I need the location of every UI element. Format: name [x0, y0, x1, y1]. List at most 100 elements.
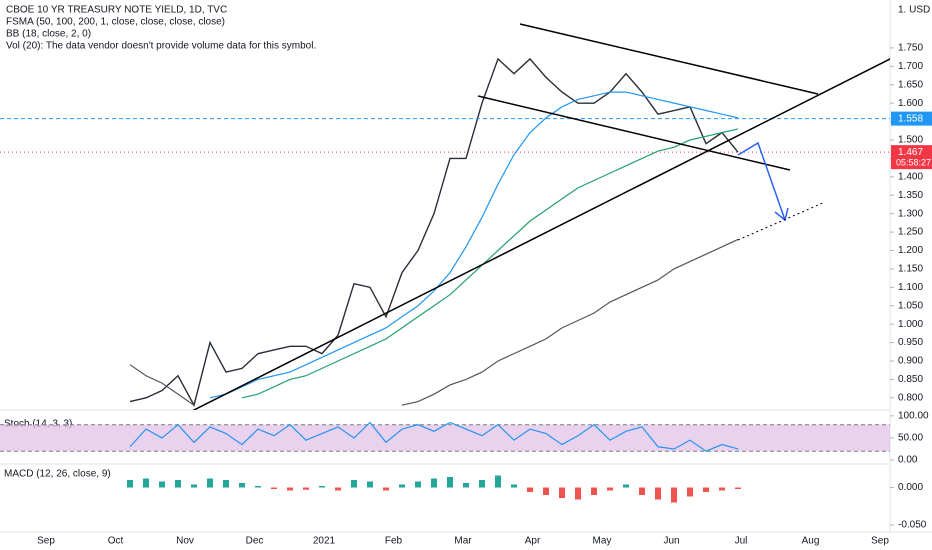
histogram-bar — [143, 478, 149, 488]
histogram-bar — [703, 487, 709, 492]
y-tick-label: 1.750 — [898, 43, 923, 54]
price-badge — [891, 145, 932, 170]
histogram-bar — [159, 481, 165, 488]
histogram-bar — [223, 480, 229, 488]
x-tick-label: Jun — [663, 536, 679, 547]
trend-line — [192, 58, 890, 410]
histogram-bar — [415, 481, 421, 488]
histogram-bar — [639, 487, 645, 495]
histogram-bar — [479, 480, 485, 488]
legend-line: BB (18, close, 2, 0) — [6, 29, 91, 40]
drawings — [192, 23, 890, 410]
histogram-bar — [207, 478, 213, 488]
histogram-bar — [335, 487, 341, 491]
y-tick-label: 0.950 — [898, 337, 923, 348]
histogram-bar — [351, 480, 357, 488]
y-tick-label: 1.200 — [898, 245, 923, 256]
x-tick-label: Apr — [525, 536, 541, 547]
y-tick-label: 100.00 — [898, 410, 929, 421]
histogram-bar — [735, 487, 741, 489]
y-tick-label: 0.800 — [898, 392, 923, 403]
histogram-bar — [303, 487, 309, 490]
y-tick-label: -0.050 — [898, 520, 927, 531]
band — [0, 424, 890, 452]
histogram-bar — [383, 487, 389, 491]
histogram-bar — [399, 484, 405, 488]
legend-line: Vol (20): The data vendor doesn't provid… — [6, 41, 316, 52]
y-tick-label: 0.850 — [898, 374, 923, 385]
y-tick-label: 1.000 — [898, 319, 923, 330]
y-tick-label: 50.00 — [898, 433, 923, 444]
histogram-bar — [671, 487, 677, 503]
x-tick-label: May — [593, 536, 612, 547]
y-tick-label: 1.350 — [898, 190, 923, 201]
legend-line: FSMA (50, 100, 200, 1, close, close, clo… — [6, 17, 225, 28]
unit-label: 1. USD — [898, 5, 930, 16]
y-tick-label: 1.250 — [898, 227, 923, 238]
y-tick-label: 0.000 — [898, 482, 923, 493]
histogram-bar — [527, 487, 533, 492]
histogram-bar — [127, 480, 133, 488]
histogram-bar — [239, 483, 245, 488]
histogram-bar — [319, 486, 325, 488]
x-tick-label: 2021 — [313, 536, 336, 547]
x-tick-label: Mar — [454, 536, 472, 547]
series-line — [241, 128, 739, 399]
x-tick-label: Oct — [108, 536, 124, 547]
y-tick-label: 1.100 — [898, 282, 923, 293]
histogram-bar — [191, 484, 197, 488]
histogram-bar — [575, 487, 581, 500]
projection — [737, 201, 826, 241]
oscillator-line — [129, 421, 739, 452]
histogram-bar — [255, 486, 261, 488]
series-line — [129, 238, 739, 406]
x-tick-label: Aug — [802, 536, 820, 547]
histogram-bar — [271, 487, 277, 489]
histogram-bar — [447, 477, 453, 488]
y-tick-label: 0.900 — [898, 356, 923, 367]
histogram-bar — [559, 487, 565, 498]
y-tick-label: 1.150 — [898, 264, 923, 275]
histogram-bar — [655, 487, 661, 500]
x-tick-label: Jul — [735, 536, 748, 547]
price-label: 1.467 — [898, 147, 923, 158]
x-tick-label: Sep — [871, 536, 889, 547]
y-tick-label: 1.700 — [898, 61, 923, 72]
y-tick-label: 1.500 — [898, 135, 923, 146]
histogram-bar — [591, 487, 597, 495]
macd-title: MACD (12, 26, close, 9) — [4, 469, 111, 480]
y-tick-label: 1.300 — [898, 208, 923, 219]
histogram-bar — [175, 480, 181, 488]
y-tick-label: 1.650 — [898, 79, 923, 90]
symbol-title: CBOE 10 YR TREASURY NOTE YIELD, 1D, TVC — [6, 5, 227, 16]
x-tick-label: Feb — [385, 536, 403, 547]
histogram-bar — [367, 481, 373, 488]
histogram-bar — [495, 475, 501, 488]
histogram-bar — [511, 484, 517, 488]
channel-top — [519, 23, 819, 95]
x-tick-label: Sep — [37, 536, 55, 547]
y-tick-label: 1.050 — [898, 300, 923, 311]
histogram-bar — [287, 487, 293, 491]
y-tick-label: 0.00 — [898, 455, 918, 466]
price-badge — [891, 111, 932, 126]
histogram-bar — [607, 487, 613, 491]
histogram-bar — [623, 484, 629, 488]
series-line — [209, 91, 739, 399]
stoch-title: Stoch (14, 3, 3) — [4, 419, 72, 430]
channel-bottom — [477, 95, 791, 171]
series-line — [129, 57, 739, 408]
histogram-bar — [463, 483, 469, 488]
price-pane — [129, 57, 739, 408]
histogram-bar — [687, 487, 693, 497]
histogram-bar — [431, 478, 437, 488]
x-tick-label: Dec — [246, 536, 264, 547]
x-tick-label: Nov — [176, 536, 194, 547]
countdown: 05:58:27 — [896, 158, 931, 168]
forecast-arrow — [737, 141, 786, 221]
histogram-bar — [543, 487, 549, 495]
y-tick-label: 1.400 — [898, 171, 923, 182]
